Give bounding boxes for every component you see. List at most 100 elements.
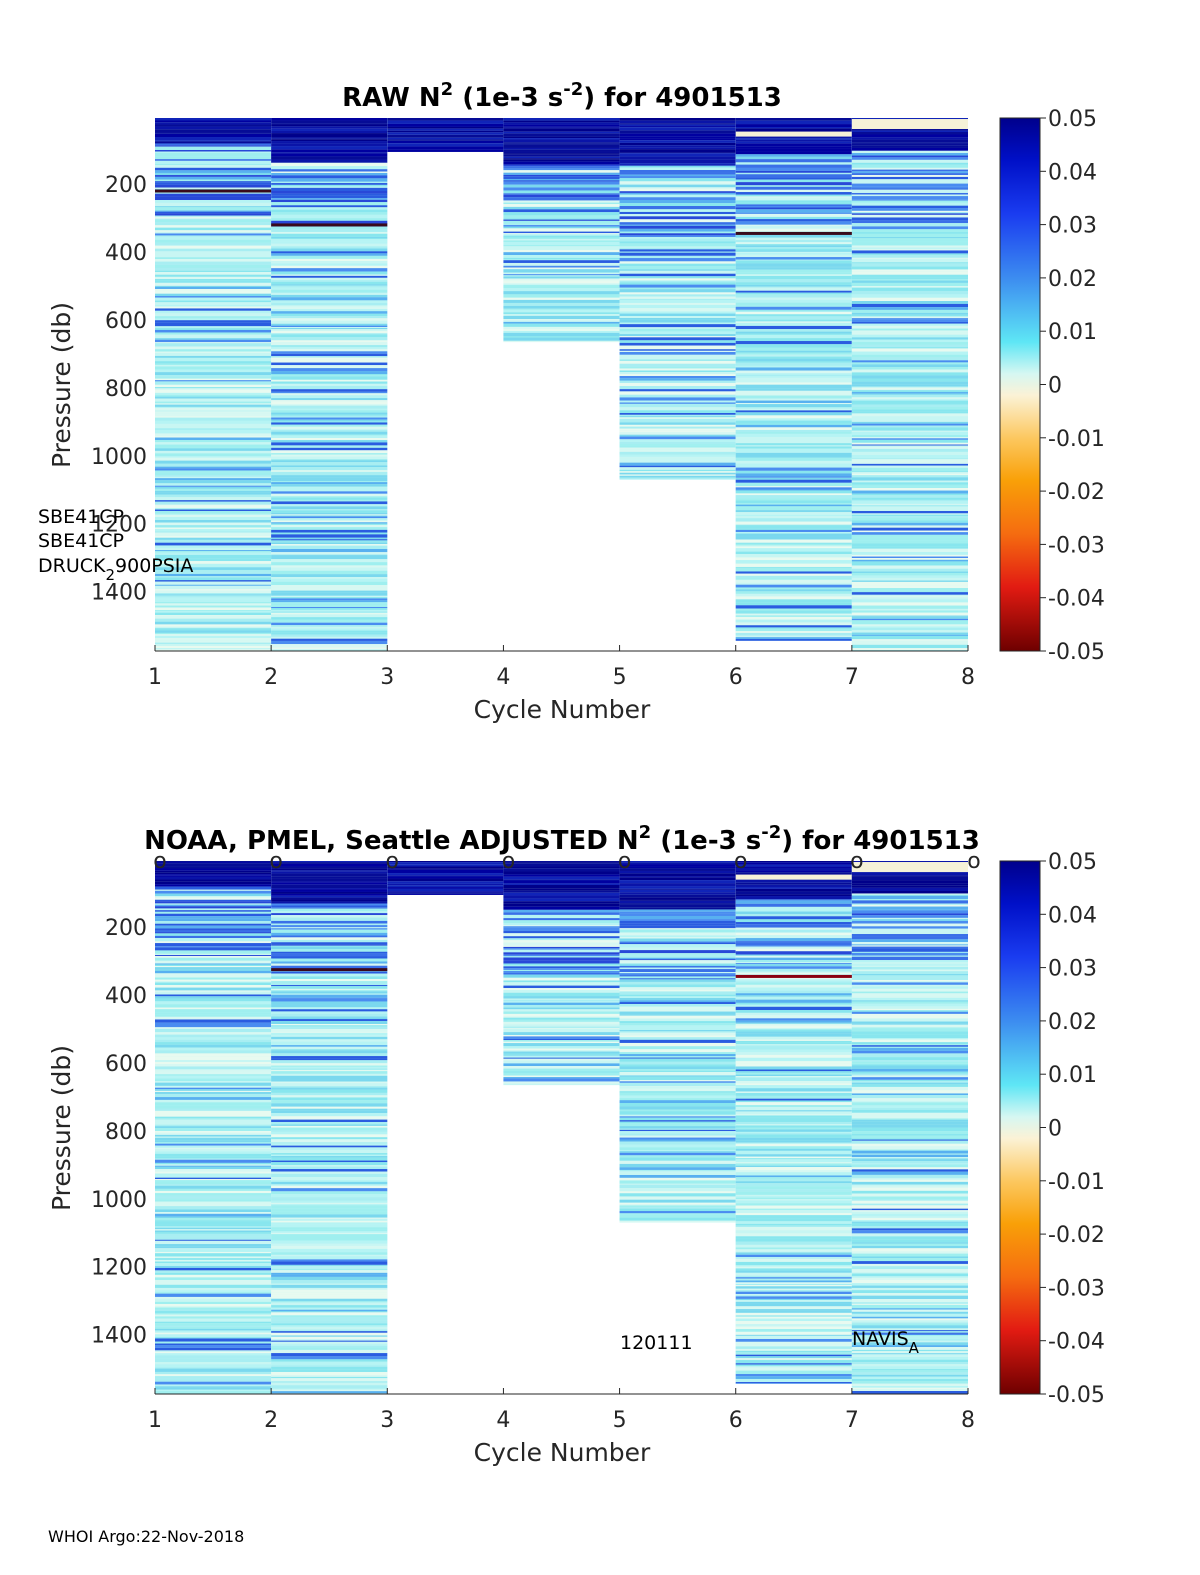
n2-stripe [155,217,272,219]
n2-stripe [155,1313,272,1315]
n2-stripe [851,1061,968,1064]
n2-stripe [851,1295,968,1299]
n2-stripe [271,976,388,979]
n2-stripe [619,966,736,968]
n2-stripe [735,1383,852,1384]
n2-stripe [155,478,272,481]
n2-stripe [271,971,388,974]
n2-stripe [155,165,272,168]
n2-stripe [155,1292,272,1294]
n2-stripe [735,1225,852,1228]
qc-marker: o [850,849,863,874]
n2-stripe [735,613,852,616]
n2-stripe [271,884,388,889]
n2-stripe [619,247,736,250]
n2-stripe [851,1213,968,1217]
n2-stripe [155,187,272,189]
n2-stripe [271,487,388,490]
n2-stripe [503,128,620,132]
n2-stripe [271,261,388,264]
n2-stripe [851,520,968,523]
n2-stripe [271,134,388,138]
n2-stripe [503,1054,620,1056]
n2-stripe [619,1066,736,1070]
n2-stripe [271,1320,388,1324]
n2-stripe [851,171,968,174]
n2-stripe [735,882,852,885]
y-tick-label: 200 [105,173,147,198]
n2-stripe [155,463,272,467]
n2-stripe [271,613,388,615]
n2-stripe [155,1325,272,1328]
n2-stripe [503,153,620,155]
near-zero-band [735,131,852,137]
n2-stripe [155,1012,272,1015]
n2-stripe [619,378,736,381]
n2-stripe [503,1075,620,1078]
n2-stripe [619,1131,736,1134]
n2-stripe [271,1011,388,1014]
n2-stripe [271,193,388,196]
n2-stripe [851,1090,968,1094]
n2-stripe [155,472,272,476]
n2-stripe [851,506,968,508]
n2-stripe [503,996,620,999]
n2-stripe [271,611,388,614]
n2-stripe [155,918,272,922]
n2-stripe [851,301,968,304]
n2-stripe [155,261,272,265]
y-tick-label: 1200 [91,513,147,538]
n2-stripe [155,1128,272,1131]
n2-stripe [271,1083,388,1087]
n2-stripe [735,1316,852,1319]
n2-stripe [851,442,968,445]
n2-stripe [735,981,852,983]
n2-stripe [271,1092,388,1096]
n2-stripe [271,913,388,916]
n2-stripe [851,507,968,511]
n2-stripe [735,1282,852,1285]
n2-stripe [271,638,388,641]
n2-stripe [155,447,272,449]
n2-stripe [619,206,736,210]
n2-stripe [271,1200,388,1203]
n2-stripe [735,999,852,1003]
n2-stripe [503,194,620,198]
n2-stripe [851,1098,968,1102]
n2-stripe [735,358,852,362]
n2-stripe [735,1266,852,1269]
n2-stripe [851,245,968,248]
n2-stripe [155,1199,272,1202]
n2-stripe [271,280,388,283]
n2-stripe [851,630,968,633]
n2-stripe [271,1315,388,1318]
n2-stripe [155,375,272,378]
n2-stripe [155,118,272,121]
n2-stripe [851,213,968,215]
n2-stripe [271,1058,388,1061]
n2-stripe [735,1106,852,1111]
n2-stripe [851,297,968,302]
n2-stripe [735,584,852,588]
n2-stripe [155,552,272,555]
n2-stripe [851,472,968,474]
n2-stripe [735,194,852,197]
n2-stripe [503,969,620,972]
n2-stripe [503,288,620,292]
n2-stripe [271,862,388,864]
n2-stripe [619,211,736,215]
n2-stripe [735,154,852,157]
x-tick-label: 6 [729,1408,743,1433]
n2-stripe [735,1366,852,1368]
n2-stripe [155,1089,272,1091]
cycle-2-profile [271,861,388,1394]
n2-stripe [155,981,272,983]
n2-stripe [503,1078,620,1082]
n2-stripe [155,1173,272,1176]
n2-stripe [503,143,620,145]
n2-stripe [735,482,852,487]
n2-stripe [735,1289,852,1292]
n2-stripe [851,430,968,432]
n2-stripe [851,1008,968,1011]
